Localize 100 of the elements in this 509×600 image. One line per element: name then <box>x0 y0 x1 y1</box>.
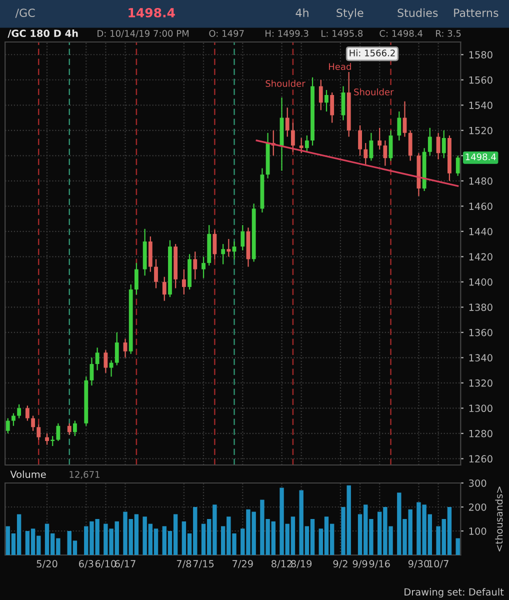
candlestick <box>109 360 114 378</box>
candlestick <box>397 110 402 142</box>
candlestick <box>299 137 304 154</box>
candlestick <box>12 412 16 426</box>
text: O: 1497 <box>209 30 244 37</box>
candlestick <box>193 251 198 280</box>
text: 4h <box>296 8 308 17</box>
x-tick-label: 7/8 <box>176 560 192 568</box>
y-tick-label: 100 <box>469 527 486 535</box>
y-tick-label: 1280 <box>469 430 492 438</box>
y-tick-label: 1580 <box>469 51 492 58</box>
y-axis-title: <thousands> <box>495 486 503 552</box>
x-tick-label: 8/19 <box>291 560 312 568</box>
candlestick <box>428 127 432 156</box>
candlestick <box>378 127 382 150</box>
candlestick <box>50 435 55 447</box>
y-tick-label: 200 <box>468 503 486 511</box>
candlestick <box>383 140 388 166</box>
x-tick-label: 9/16 <box>369 560 390 568</box>
candlestick <box>36 424 41 440</box>
candlestick <box>25 405 30 422</box>
text: R: 3.5 <box>436 30 461 37</box>
chart-title: Volume <box>10 470 46 478</box>
y-tick-label: 1440 <box>469 228 492 236</box>
candlestick <box>17 404 22 419</box>
text: Style <box>336 8 364 20</box>
text: Studies <box>398 8 438 18</box>
candlestick <box>436 132 440 160</box>
x-tick-label: 5/20 <box>36 560 58 568</box>
y-tick-label: 1460 <box>469 202 492 210</box>
x-tick-label: 7/15 <box>193 560 214 568</box>
y-tick-label: 1520 <box>469 126 492 134</box>
candlestick <box>221 243 226 265</box>
text: 1498.4 <box>128 8 175 18</box>
y-tick-label: 1480 <box>469 177 492 185</box>
annotation: Shoulder <box>354 88 394 96</box>
annotation: Hi: 1566.2 <box>350 49 395 56</box>
candlestick <box>212 230 217 260</box>
y-tick-label: 1400 <box>469 278 492 286</box>
x-tick-label: 7/29 <box>232 560 253 568</box>
candlestick <box>73 420 77 437</box>
candlestick <box>134 262 138 296</box>
text: Patterns <box>454 8 498 18</box>
candlestick <box>162 276 166 302</box>
x-tick-label: 9/30 <box>408 560 429 568</box>
text: 12,671 <box>70 470 100 479</box>
y-tick-label: 1560 <box>469 76 492 84</box>
text: /GC <box>15 8 35 18</box>
y-tick-label: 1260 <box>469 455 492 463</box>
y-tick-label: 1360 <box>469 328 492 336</box>
text: C: 1498.4 <box>380 30 422 37</box>
y-tick-label: 1420 <box>469 253 492 260</box>
candlestick <box>6 418 10 434</box>
candlestick <box>95 347 100 371</box>
candlestick <box>291 122 295 152</box>
y-tick-label: 1340 <box>469 354 492 362</box>
candlestick <box>304 134 309 152</box>
text: 1498.4 <box>466 153 496 160</box>
x-tick-label: 10/7 <box>428 560 448 568</box>
x-tick-label: 6/10 <box>95 560 116 568</box>
candlestick <box>285 107 290 138</box>
candlestick <box>154 258 158 289</box>
text: L: 1495.8 <box>322 30 363 37</box>
candlestick <box>114 332 119 366</box>
y-tick-label: 1540 <box>469 102 492 109</box>
candlestick <box>45 432 49 446</box>
candlestick <box>324 89 328 112</box>
x-tick-label: 6/17 <box>115 560 136 568</box>
annotation: Head <box>329 63 351 70</box>
text: H: 1499.3 <box>266 30 308 37</box>
y-tick-label: 1380 <box>469 304 492 311</box>
candlestick <box>240 224 245 251</box>
text: Drawing set: Default <box>404 588 504 598</box>
x-tick-label: 9/9 <box>352 560 368 568</box>
x-tick-label: 9/2 <box>333 560 348 568</box>
candlestick <box>31 415 35 432</box>
candlestick <box>123 338 128 358</box>
candlestick <box>330 92 334 124</box>
candlestick <box>202 256 206 279</box>
candlestick <box>90 357 94 386</box>
candlestick <box>442 130 446 159</box>
x-tick-label: 6/3 <box>78 560 94 568</box>
candlestick <box>318 79 323 111</box>
candlestick <box>364 142 368 166</box>
candlestick <box>56 422 60 442</box>
candlestick <box>408 130 412 162</box>
candlestick <box>104 350 108 374</box>
candlestick <box>226 238 231 258</box>
chart-title: /GC 180 D 4h <box>8 29 78 38</box>
x-tick-label: 8/12 <box>272 560 292 568</box>
candlestick <box>456 155 460 176</box>
y-tick-label: 1300 <box>469 404 492 412</box>
candlestick <box>67 422 72 436</box>
candlestick <box>358 124 362 156</box>
y-tick-label: 300 <box>469 479 486 487</box>
y-tick-label: 1320 <box>469 379 492 387</box>
annotation: Shoulder <box>266 80 306 87</box>
text: D: 10/14/19 7:00 PM <box>98 30 188 38</box>
candlestick <box>182 268 186 296</box>
bar <box>456 538 460 555</box>
